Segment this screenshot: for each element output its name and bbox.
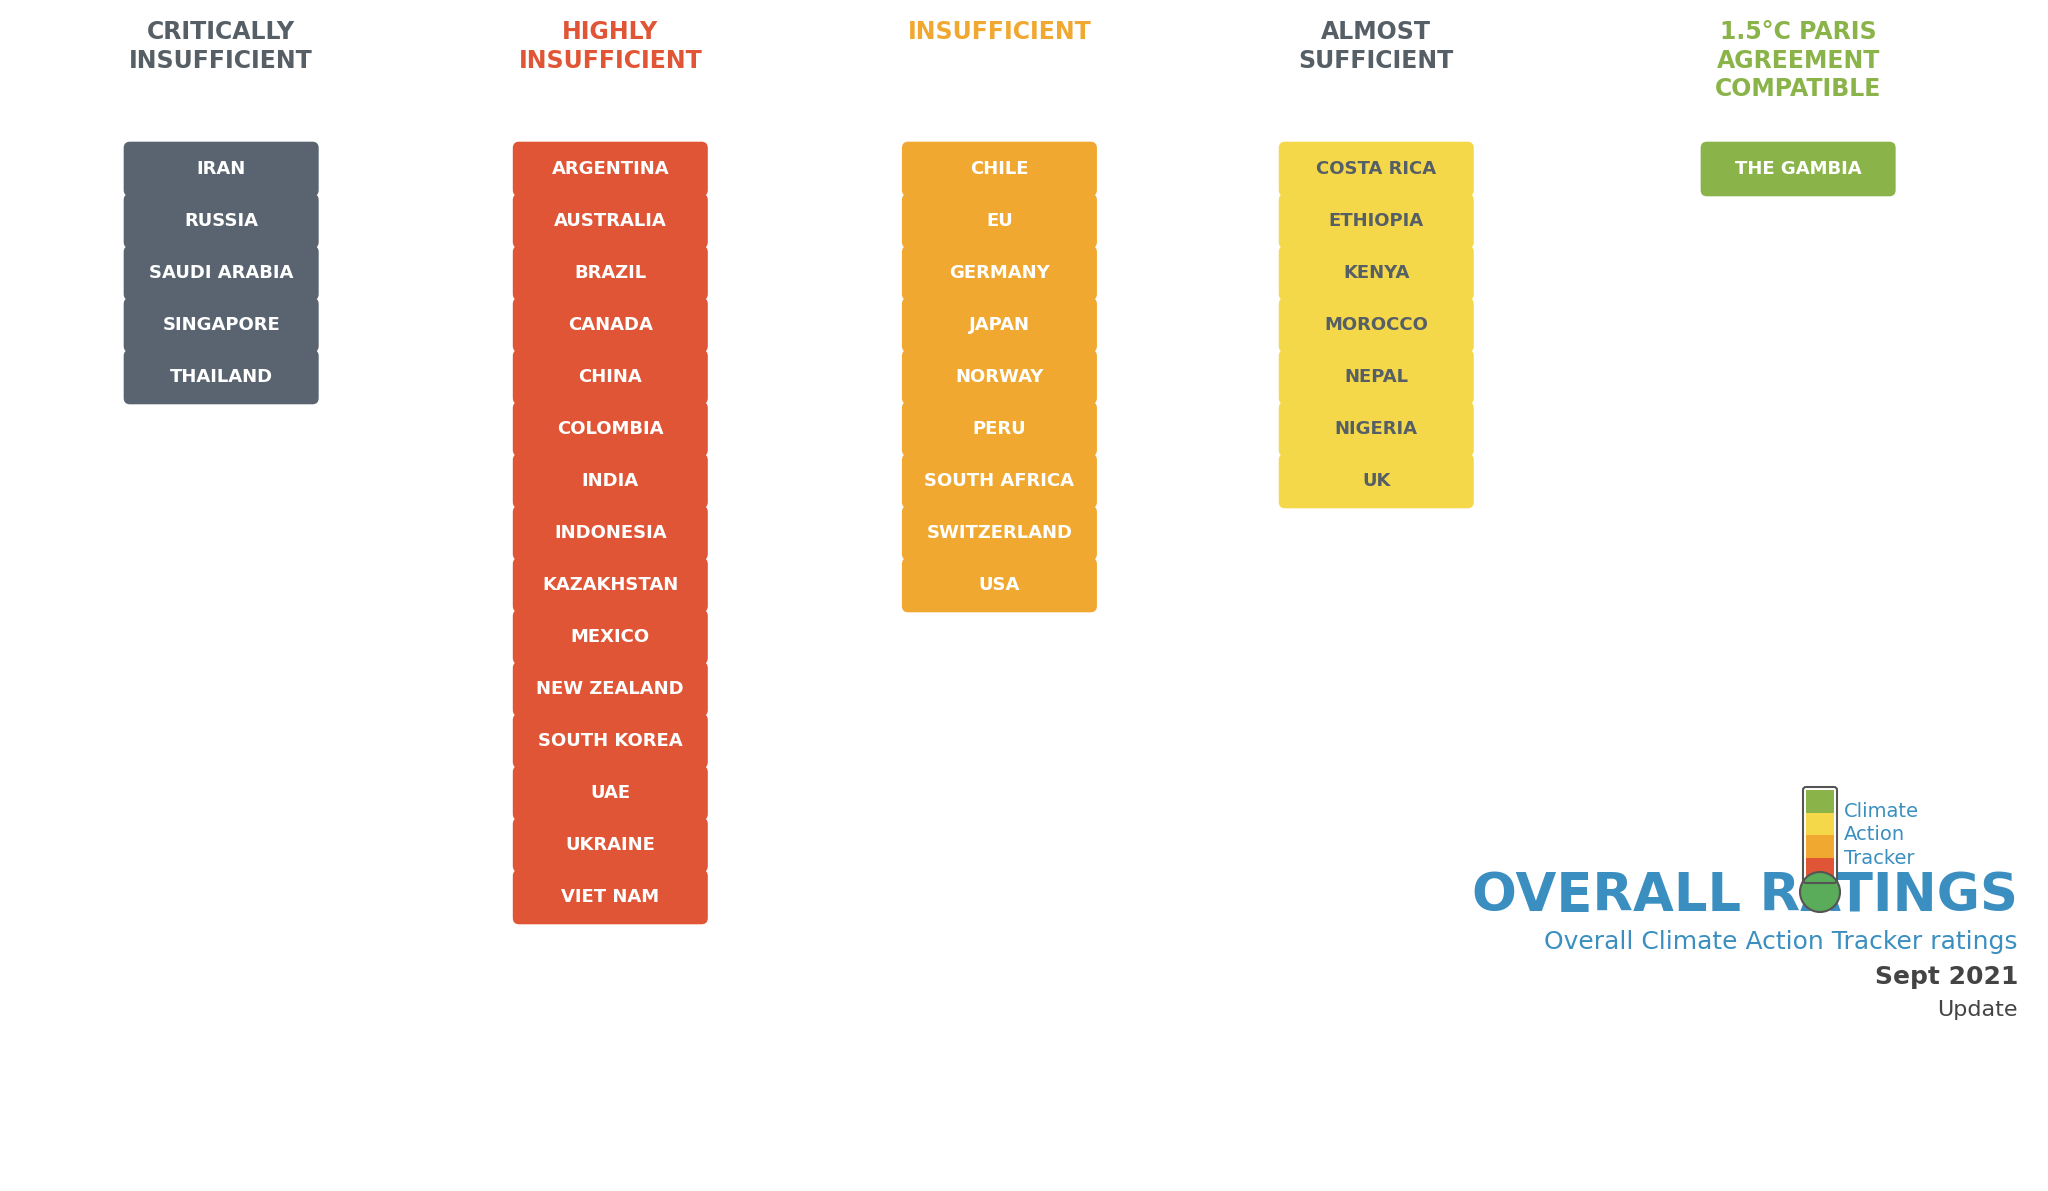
Text: THE GAMBIA: THE GAMBIA (1735, 160, 1862, 177)
Text: CANADA: CANADA (567, 316, 653, 333)
Text: Sept 2021: Sept 2021 (1874, 965, 2017, 989)
Text: JAPAN: JAPAN (969, 316, 1030, 333)
Text: CRITICALLY
INSUFFICIENT: CRITICALLY INSUFFICIENT (129, 20, 313, 73)
Text: NEPAL: NEPAL (1343, 368, 1409, 386)
Text: KAZAKHSTAN: KAZAKHSTAN (543, 576, 678, 594)
Circle shape (1800, 872, 1839, 912)
FancyBboxPatch shape (512, 766, 709, 821)
Text: HIGHLY
INSUFFICIENT: HIGHLY INSUFFICIENT (518, 20, 702, 73)
Text: INDONESIA: INDONESIA (555, 524, 666, 542)
Text: 1.5°C PARIS
AGREEMENT
COMPATIBLE: 1.5°C PARIS AGREEMENT COMPATIBLE (1714, 20, 1882, 101)
FancyBboxPatch shape (512, 869, 709, 924)
FancyBboxPatch shape (901, 506, 1098, 560)
Text: COLOMBIA: COLOMBIA (557, 420, 664, 438)
Text: UKRAINE: UKRAINE (565, 836, 655, 854)
Text: UAE: UAE (590, 784, 631, 802)
FancyBboxPatch shape (512, 506, 709, 560)
Text: Update: Update (1937, 1000, 2017, 1019)
Text: PERU: PERU (973, 420, 1026, 438)
Text: GERMANY: GERMANY (948, 264, 1051, 282)
FancyBboxPatch shape (512, 662, 709, 716)
FancyBboxPatch shape (123, 298, 319, 353)
Text: ETHIOPIA: ETHIOPIA (1329, 212, 1423, 230)
Text: VIET NAM: VIET NAM (561, 888, 659, 906)
Text: NORWAY: NORWAY (954, 368, 1044, 386)
Text: IRAN: IRAN (197, 160, 246, 177)
Text: USA: USA (979, 576, 1020, 594)
FancyBboxPatch shape (901, 401, 1098, 456)
FancyBboxPatch shape (123, 142, 319, 197)
FancyBboxPatch shape (1278, 194, 1475, 248)
FancyBboxPatch shape (901, 298, 1098, 353)
Text: NEW ZEALAND: NEW ZEALAND (537, 680, 684, 698)
Text: CHILE: CHILE (971, 160, 1028, 177)
FancyBboxPatch shape (1806, 835, 1835, 858)
Text: NIGERIA: NIGERIA (1335, 420, 1417, 438)
Text: AUSTRALIA: AUSTRALIA (553, 212, 668, 230)
Text: CHINA: CHINA (578, 368, 643, 386)
Text: ARGENTINA: ARGENTINA (551, 160, 670, 177)
Text: Overall Climate Action Tracker ratings: Overall Climate Action Tracker ratings (1544, 930, 2017, 954)
FancyBboxPatch shape (901, 245, 1098, 300)
Text: EU: EU (985, 212, 1014, 230)
FancyBboxPatch shape (1806, 812, 1835, 835)
FancyBboxPatch shape (512, 557, 709, 612)
FancyBboxPatch shape (123, 350, 319, 404)
FancyBboxPatch shape (901, 557, 1098, 612)
FancyBboxPatch shape (1278, 142, 1475, 197)
FancyBboxPatch shape (512, 610, 709, 665)
FancyBboxPatch shape (512, 401, 709, 456)
FancyBboxPatch shape (512, 245, 709, 300)
Text: INSUFFICIENT: INSUFFICIENT (907, 20, 1092, 44)
Text: OVERALL RATINGS: OVERALL RATINGS (1473, 869, 2017, 922)
FancyBboxPatch shape (512, 194, 709, 248)
Text: SINGAPORE: SINGAPORE (162, 316, 281, 333)
Text: SOUTH AFRICA: SOUTH AFRICA (924, 472, 1075, 490)
Text: SAUDI ARABIA: SAUDI ARABIA (150, 264, 293, 282)
FancyBboxPatch shape (123, 245, 319, 300)
FancyBboxPatch shape (901, 194, 1098, 248)
FancyBboxPatch shape (1700, 142, 1896, 197)
FancyBboxPatch shape (1278, 298, 1475, 353)
Text: KENYA: KENYA (1343, 264, 1409, 282)
FancyBboxPatch shape (901, 454, 1098, 509)
Text: COSTA RICA: COSTA RICA (1317, 160, 1436, 177)
Text: RUSSIA: RUSSIA (184, 212, 258, 230)
Text: INDIA: INDIA (582, 472, 639, 490)
FancyBboxPatch shape (512, 142, 709, 197)
FancyBboxPatch shape (512, 818, 709, 872)
Text: UK: UK (1362, 472, 1391, 490)
FancyBboxPatch shape (512, 298, 709, 353)
FancyBboxPatch shape (901, 350, 1098, 404)
FancyBboxPatch shape (901, 142, 1098, 197)
FancyBboxPatch shape (1806, 858, 1835, 880)
Text: BRAZIL: BRAZIL (573, 264, 647, 282)
FancyBboxPatch shape (1278, 350, 1475, 404)
FancyBboxPatch shape (1806, 790, 1835, 812)
Text: SWITZERLAND: SWITZERLAND (926, 524, 1073, 542)
FancyBboxPatch shape (512, 350, 709, 404)
FancyBboxPatch shape (123, 194, 319, 248)
Text: THAILAND: THAILAND (170, 368, 272, 386)
Text: ALMOST
SUFFICIENT: ALMOST SUFFICIENT (1298, 20, 1454, 73)
Text: MEXICO: MEXICO (571, 628, 649, 646)
FancyBboxPatch shape (512, 454, 709, 509)
Text: MOROCCO: MOROCCO (1325, 316, 1427, 333)
FancyBboxPatch shape (1278, 401, 1475, 456)
FancyBboxPatch shape (1278, 454, 1475, 509)
Text: Climate
Action
Tracker: Climate Action Tracker (1843, 802, 1919, 868)
FancyBboxPatch shape (1278, 245, 1475, 300)
FancyBboxPatch shape (512, 713, 709, 768)
Text: SOUTH KOREA: SOUTH KOREA (539, 732, 682, 750)
